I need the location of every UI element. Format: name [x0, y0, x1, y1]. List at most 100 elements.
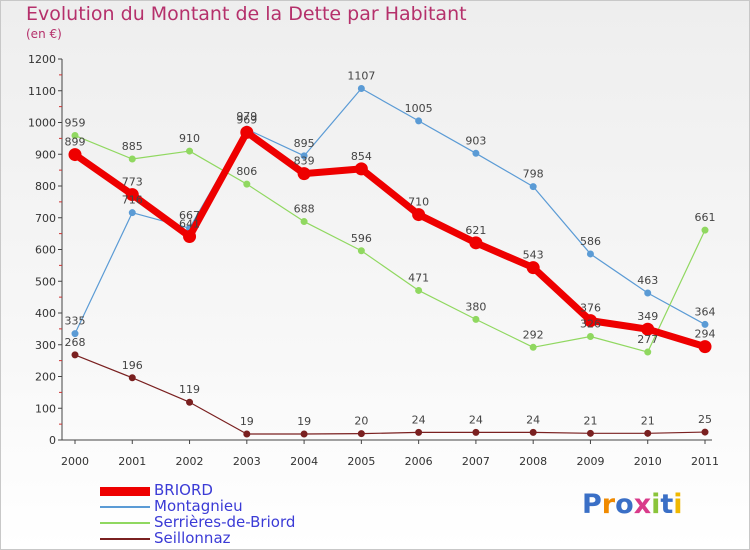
data-point-serrieres-de-briord [586, 332, 594, 340]
data-point-seillonnaz [529, 428, 537, 436]
x-tick-label: 2010 [634, 455, 662, 468]
data-point-briord [583, 314, 597, 328]
data-label-serrieres-de-briord: 277 [637, 333, 658, 346]
data-point-seillonnaz [243, 430, 251, 438]
data-label-serrieres-de-briord: 380 [465, 300, 486, 313]
y-tick-label: 800 [35, 180, 56, 193]
data-label-briord: 641 [179, 217, 200, 230]
data-point-montagnieu [644, 289, 652, 297]
data-point-serrieres-de-briord [357, 247, 365, 255]
data-point-seillonnaz [415, 428, 423, 436]
data-label-serrieres-de-briord: 292 [523, 328, 544, 341]
data-point-briord [698, 340, 712, 354]
legend-swatch-montagnieu [100, 506, 150, 508]
y-tick-label: 100 [35, 402, 56, 415]
data-point-seillonnaz [701, 428, 709, 436]
data-label-seillonnaz: 25 [698, 413, 712, 426]
data-label-serrieres-de-briord: 806 [236, 165, 257, 178]
y-tick-label: 600 [35, 244, 56, 257]
x-tick-label: 2007 [462, 455, 490, 468]
data-label-montagnieu: 716 [122, 194, 143, 207]
data-point-montagnieu [586, 250, 594, 258]
data-label-seillonnaz: 24 [469, 413, 483, 426]
data-point-montagnieu [357, 85, 365, 93]
data-point-montagnieu [300, 152, 308, 160]
data-label-seillonnaz: 119 [179, 383, 200, 396]
data-label-briord: 621 [465, 224, 486, 237]
legend-label-montagnieu: Montagnieu [154, 497, 243, 515]
data-label-serrieres-de-briord: 959 [65, 117, 86, 130]
data-point-serrieres-de-briord [243, 180, 251, 188]
data-point-serrieres-de-briord [186, 147, 194, 155]
data-point-briord [526, 261, 540, 275]
data-label-montagnieu: 364 [695, 305, 716, 318]
x-tick-label: 2004 [290, 455, 318, 468]
x-tick-label: 2001 [118, 455, 146, 468]
data-point-montagnieu [701, 320, 709, 328]
data-label-briord: 839 [294, 155, 315, 168]
data-label-serrieres-de-briord: 661 [695, 211, 716, 224]
data-point-briord [183, 229, 197, 243]
series-line-briord [71, 128, 709, 351]
legend-swatch-briord [100, 487, 150, 496]
y-tick-label: 1200 [28, 53, 56, 66]
y-tick-label: 1100 [28, 85, 56, 98]
data-label-montagnieu: 335 [65, 315, 86, 328]
data-label-serrieres-de-briord: 471 [408, 271, 429, 284]
data-label-briord: 773 [122, 176, 143, 189]
y-tick-label: 300 [35, 339, 56, 352]
data-point-montagnieu [472, 149, 480, 157]
data-point-briord [412, 208, 426, 222]
data-label-montagnieu: 979 [236, 110, 257, 123]
data-label-seillonnaz: 21 [583, 414, 597, 427]
data-label-montagnieu: 586 [580, 235, 601, 248]
legend-swatch-serrieres [100, 522, 150, 524]
data-label-briord: 899 [65, 136, 86, 149]
logo-letter: P [582, 489, 602, 520]
data-label-montagnieu: 1005 [405, 102, 433, 115]
data-label-montagnieu: 903 [465, 134, 486, 147]
data-label-briord: 376 [580, 302, 601, 315]
data-point-seillonnaz [472, 428, 480, 436]
legend-label-serrieres: Serrières-de-Briord [154, 513, 296, 531]
x-tick-label: 2008 [519, 455, 547, 468]
data-point-montagnieu [415, 117, 423, 125]
data-label-montagnieu: 667 [179, 209, 200, 222]
data-point-seillonnaz [186, 398, 194, 406]
data-label-seillonnaz: 24 [412, 413, 426, 426]
data-label-seillonnaz: 21 [641, 414, 655, 427]
y-tick-label: 0 [49, 434, 56, 447]
data-label-seillonnaz: 19 [240, 415, 254, 428]
data-point-briord [68, 148, 82, 162]
data-label-seillonnaz: 19 [297, 415, 311, 428]
data-point-seillonnaz [644, 429, 652, 437]
data-point-serrieres-de-briord [644, 348, 652, 356]
data-label-seillonnaz: 196 [122, 359, 143, 372]
data-point-serrieres-de-briord [415, 286, 423, 294]
data-point-serrieres-de-briord [472, 315, 480, 323]
x-tick-label: 2006 [405, 455, 433, 468]
data-point-briord [125, 188, 139, 202]
logo-letter: o [615, 489, 634, 520]
series-line-serrieres-de-briord [74, 134, 706, 353]
data-label-briord: 349 [637, 310, 658, 323]
data-label-briord: 854 [351, 150, 372, 163]
legend-swatch-seillonnaz [100, 538, 150, 540]
logo-letter: x [633, 489, 652, 520]
y-tick-label: 400 [35, 307, 56, 320]
x-tick-label: 2009 [576, 455, 604, 468]
chart-title: Evolution du Montant de la Dette par Hab… [26, 3, 467, 25]
data-label-seillonnaz: 20 [354, 415, 368, 428]
data-point-seillonnaz [71, 351, 79, 359]
data-point-serrieres-de-briord [529, 343, 537, 351]
data-label-serrieres-de-briord: 910 [179, 132, 200, 145]
data-label-montagnieu: 1107 [347, 70, 375, 83]
data-label-seillonnaz: 268 [65, 336, 86, 349]
data-point-seillonnaz [300, 430, 308, 438]
data-label-briord: 294 [695, 328, 716, 341]
data-label-serrieres-de-briord: 885 [122, 140, 143, 153]
data-point-briord [641, 322, 655, 336]
data-label-briord: 969 [236, 113, 257, 126]
